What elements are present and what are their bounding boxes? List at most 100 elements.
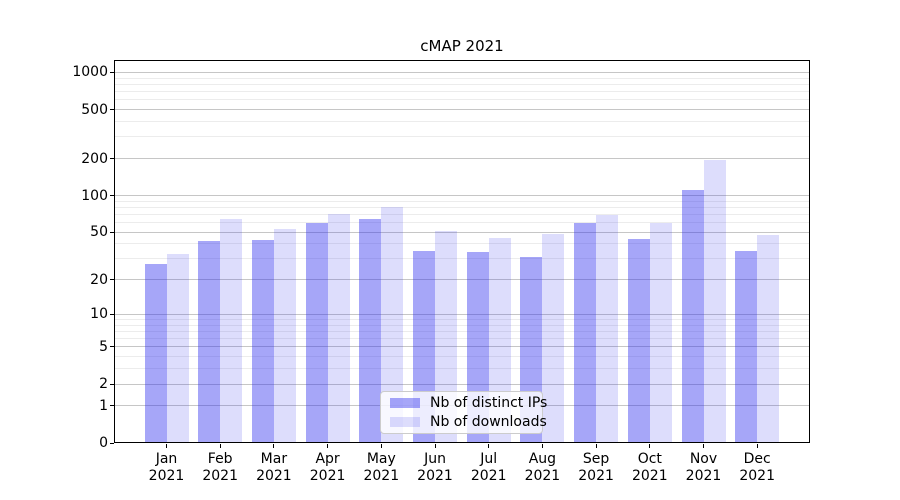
legend-swatch-downloads — [390, 416, 420, 427]
x-tick-mark — [488, 444, 490, 448]
bar-downloads — [327, 214, 350, 443]
legend-label-downloads: Nb of downloads — [430, 413, 547, 430]
y-tick-mark — [110, 383, 114, 385]
y-tick-mark — [110, 231, 114, 233]
x-tick-label: May 2021 — [363, 451, 400, 484]
gridline-minor — [114, 206, 810, 208]
x-tick-label: Mar 2021 — [256, 451, 292, 484]
bar-downloads — [542, 234, 565, 443]
gridline-major — [114, 195, 810, 196]
x-tick-mark — [327, 444, 329, 448]
y-tick-label: 200 — [81, 150, 108, 167]
gridline-major — [114, 383, 810, 385]
gridline-minor — [114, 319, 810, 320]
y-tick-label: 500 — [81, 101, 108, 118]
gridline-major — [114, 313, 810, 315]
gridline-minor — [114, 83, 810, 85]
gridline-major — [114, 109, 810, 111]
gridline-minor — [114, 213, 810, 215]
bar-downloads — [703, 159, 726, 443]
y-tick-label: 20 — [90, 271, 108, 288]
y-tick-label: 5 — [99, 338, 108, 355]
gridline-minor — [114, 200, 810, 202]
gridline-minor — [114, 99, 810, 101]
gridline-minor — [114, 222, 810, 223]
x-tick-mark — [166, 444, 167, 448]
bar-distinct-ips — [735, 250, 758, 443]
legend-label-distinct-ips: Nb of distinct IPs — [430, 395, 548, 412]
bar-distinct-ips — [198, 241, 221, 443]
y-tick-mark — [110, 279, 114, 281]
gridline-minor — [114, 324, 810, 326]
bar-distinct-ips — [681, 190, 704, 443]
gridline-minor — [114, 331, 810, 332]
x-tick-label: Jul 2021 — [470, 451, 507, 484]
gridline-major — [114, 158, 810, 160]
x-tick-mark — [541, 444, 543, 448]
gridline-minor — [114, 243, 810, 245]
x-tick-mark — [434, 444, 436, 448]
y-tick-mark — [110, 158, 114, 160]
x-tick-label: Dec 2021 — [739, 451, 775, 484]
y-tick-mark — [110, 346, 114, 348]
x-tick-mark — [756, 444, 758, 448]
bar-downloads — [220, 219, 243, 443]
y-tick-mark — [110, 71, 114, 73]
bar-distinct-ips — [251, 240, 274, 443]
gridline-minor — [114, 121, 810, 122]
x-tick-label: Apr 2021 — [309, 451, 346, 484]
x-tick-label: Nov 2021 — [685, 451, 722, 484]
legend-item-distinct-ips: Nb of distinct IPs — [381, 395, 547, 411]
bar-downloads — [381, 207, 404, 443]
bar-downloads — [757, 235, 780, 443]
gridline-minor — [114, 368, 810, 370]
bar-downloads — [649, 222, 672, 443]
y-tick-mark — [110, 442, 114, 444]
y-tick-label: 0 — [99, 435, 108, 451]
bar-distinct-ips — [144, 264, 167, 443]
y-tick-label: 2 — [99, 376, 108, 393]
y-tick-mark — [110, 405, 114, 407]
bar-distinct-ips — [359, 219, 382, 443]
y-tick-mark — [110, 313, 114, 315]
x-tick-label: Aug 2021 — [524, 451, 561, 484]
gridline-major — [114, 279, 810, 281]
gridline-major — [114, 71, 810, 73]
y-tick-label: 10 — [90, 306, 108, 323]
bar-distinct-ips — [305, 223, 328, 443]
x-tick-mark — [703, 444, 704, 448]
legend-swatch-distinct-ips — [390, 398, 420, 409]
x-tick-mark — [219, 444, 221, 448]
x-tick-mark — [649, 444, 651, 448]
gridline-minor — [114, 338, 810, 340]
y-tick-label: 1 — [99, 397, 108, 414]
y-tick-mark — [110, 109, 114, 111]
legend-item-downloads: Nb of downloads — [381, 414, 547, 430]
bar-downloads — [596, 215, 619, 443]
x-tick-label: Jun 2021 — [417, 451, 453, 484]
x-tick-mark — [273, 444, 275, 448]
x-tick-mark — [380, 444, 382, 448]
x-tick-mark — [595, 444, 597, 448]
gridline-minor — [114, 77, 810, 79]
bar-downloads — [435, 231, 457, 443]
y-tick-mark — [110, 195, 114, 196]
x-tick-label: Sep 2021 — [578, 451, 614, 484]
chart-title: cMAP 2021 — [420, 37, 504, 55]
plot-area: Nb of distinct IPs Nb of downloads — [114, 60, 810, 443]
bar-distinct-ips — [574, 222, 597, 443]
gridline-major — [114, 346, 810, 348]
y-tick-label: 100 — [81, 187, 108, 204]
x-tick-label: Oct 2021 — [631, 451, 668, 484]
gridline-minor — [114, 258, 810, 260]
y-tick-label: 50 — [90, 224, 108, 241]
bar-downloads — [166, 253, 189, 443]
gridline-minor — [114, 91, 810, 93]
bar-distinct-ips — [627, 238, 650, 443]
x-tick-label: Jan 2021 — [148, 451, 185, 484]
gridline-minor — [114, 136, 810, 138]
x-tick-label: Feb 2021 — [202, 451, 238, 484]
gridline-major — [114, 231, 810, 233]
gridline-minor — [114, 356, 810, 358]
